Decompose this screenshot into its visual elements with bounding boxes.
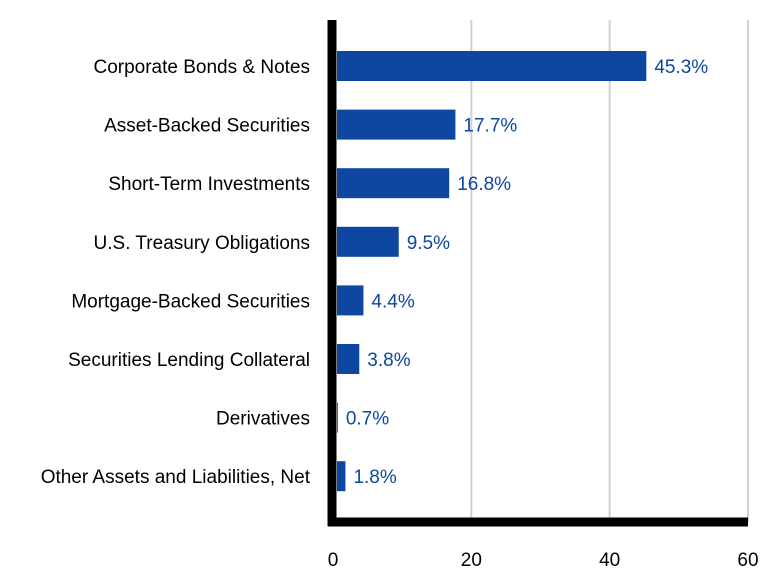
category-label-1: Asset-Backed Securities — [104, 116, 310, 137]
data-label-3: 9.5% — [407, 233, 450, 254]
x-tick-label-0: 0 — [328, 550, 339, 571]
bar-7 — [337, 461, 346, 492]
bar-2 — [337, 168, 450, 199]
category-label-4: Mortgage-Backed Securities — [71, 291, 310, 312]
bar-1 — [337, 109, 456, 140]
bar-0 — [337, 51, 647, 81]
axes — [327, 20, 748, 527]
x-tick-label-40: 40 — [599, 550, 620, 571]
bar-4 — [337, 285, 364, 316]
x-tick-label-20: 20 — [461, 550, 482, 571]
data-label-7: 1.8% — [353, 467, 396, 488]
x-tick-label-60: 60 — [737, 550, 758, 571]
category-label-0: Corporate Bonds & Notes — [93, 57, 310, 78]
data-label-1: 17.7% — [463, 116, 517, 137]
category-label-3: U.S. Treasury Obligations — [94, 233, 310, 254]
bars — [337, 51, 647, 492]
data-label-0: 45.3% — [654, 57, 708, 78]
data-label-4: 4.4% — [371, 291, 414, 312]
data-label-2: 16.8% — [457, 174, 511, 195]
category-label-7: Other Assets and Liabilities, Net — [41, 467, 311, 488]
category-label-6: Derivatives — [216, 409, 310, 430]
data-label-6: 0.7% — [346, 409, 389, 430]
bar-3 — [337, 226, 399, 257]
data-label-5: 3.8% — [367, 350, 410, 371]
grid-lines — [470, 20, 749, 522]
category-label-2: Short-Term Investments — [108, 174, 310, 195]
bar-5 — [337, 344, 360, 374]
category-label-5: Securities Lending Collateral — [68, 350, 310, 371]
bar-6 — [337, 402, 338, 433]
labels: Corporate Bonds & Notes 45.3% Asset-Backed… — [41, 57, 759, 571]
